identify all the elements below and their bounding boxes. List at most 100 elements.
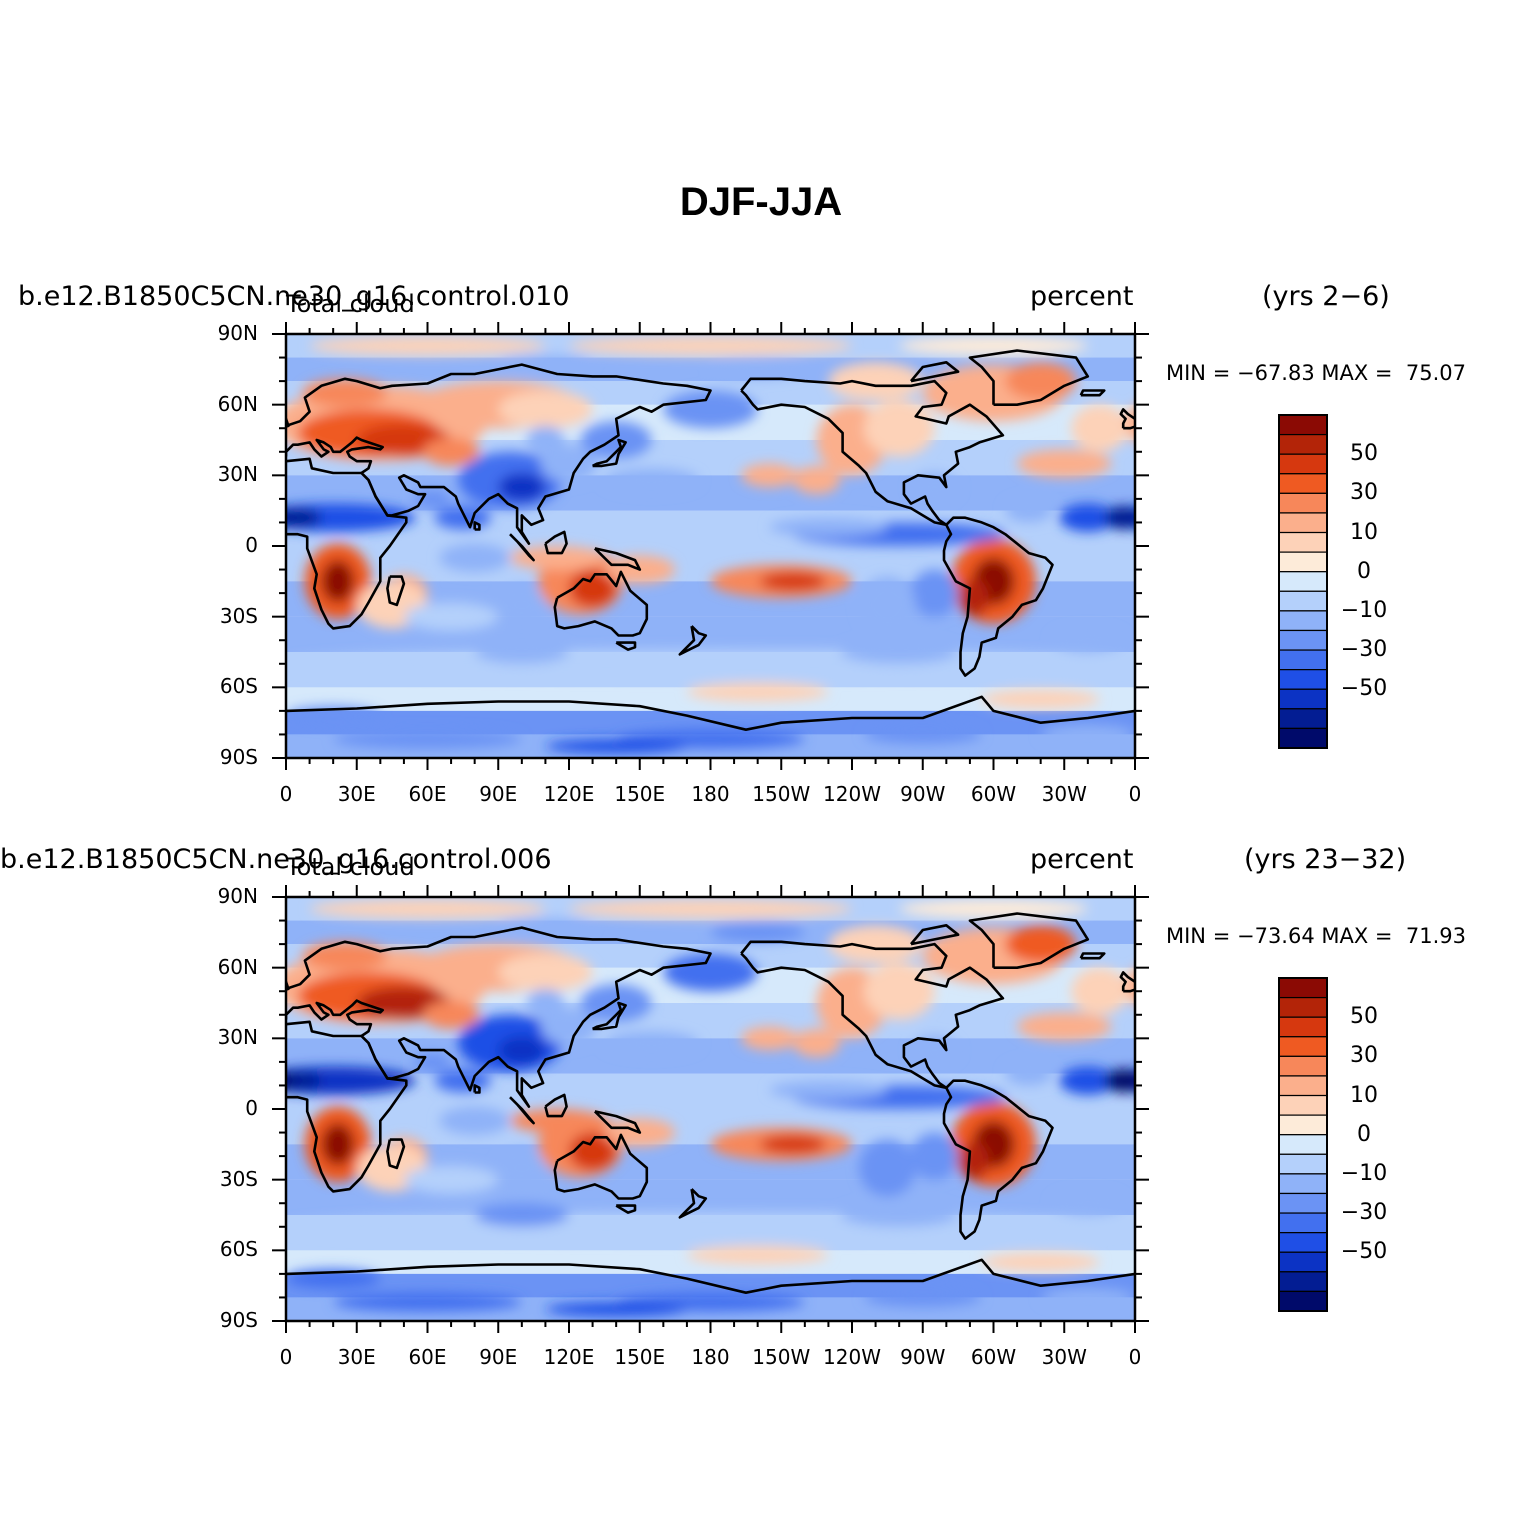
coastline [593, 1110, 642, 1134]
coastline [286, 363, 712, 545]
lon-label: 120W [823, 782, 881, 806]
contour-region [1052, 628, 1124, 652]
contour-region [309, 336, 546, 356]
coastline [593, 547, 642, 571]
contour-region [434, 1068, 492, 1093]
colorbar-box [1278, 1153, 1328, 1175]
colorbar-box [1278, 1192, 1328, 1214]
contour-region [321, 560, 355, 603]
contour-region [863, 1288, 982, 1307]
colorbar-box [1278, 1016, 1328, 1038]
colorbar-label: −10 [1340, 597, 1388, 623]
min-max-label: MIN = −67.83 MAX = 75.07 [1166, 361, 1467, 385]
colorbar-box [1278, 1075, 1328, 1097]
contour-region [1059, 1066, 1117, 1095]
contour-region [686, 1245, 829, 1265]
contour-region [286, 1212, 1135, 1241]
tick-marks [272, 885, 1149, 1333]
lon-label: 120E [543, 1345, 595, 1369]
contour-region [1052, 1191, 1124, 1215]
contour-region [286, 1066, 416, 1095]
coastline [615, 641, 637, 651]
contour-region [1005, 1061, 1053, 1086]
contour-region [569, 899, 852, 919]
contour-region [604, 468, 699, 492]
colorbar-box [1278, 1212, 1328, 1234]
colorbar-label: 30 [1350, 480, 1378, 506]
contour-region [910, 569, 959, 617]
lon-label: 0 [279, 782, 293, 806]
figure-title: DJF-JJA [679, 180, 843, 224]
colorbar-box [1278, 1251, 1328, 1273]
coastline [592, 438, 627, 468]
lon-label: 60W [970, 782, 1017, 806]
coastline [968, 349, 1090, 406]
colorbar-box [1278, 977, 1328, 999]
contour-region [498, 953, 593, 992]
contour-region [741, 463, 798, 488]
contour-region [286, 508, 294, 527]
lat-label: 60S [219, 674, 258, 699]
colorbar-box [1278, 1114, 1328, 1136]
case-title: b.e12.B1850C5CN.ne30_g16.control.006 [0, 844, 552, 875]
coastline [386, 1138, 406, 1170]
lat-label: 60N [217, 391, 258, 416]
lon-label: 30E [337, 1345, 376, 1369]
contour-region [434, 505, 492, 530]
colorbar-box [1278, 433, 1328, 455]
contour-region [526, 425, 565, 455]
contour-region [769, 1080, 888, 1100]
lat-label: 60N [217, 954, 258, 979]
contour-region [828, 925, 923, 963]
contour-region [1005, 362, 1077, 400]
lat-label: 90S [219, 745, 258, 769]
lon-label: 150E [614, 1345, 666, 1369]
map-plot [272, 322, 1328, 770]
contour-region [321, 1123, 355, 1166]
contour-region [910, 1132, 959, 1180]
lon-label: 180 [691, 1345, 730, 1369]
contour-region [439, 1106, 511, 1135]
contour-region [439, 543, 511, 572]
lat-label: 0 [245, 1096, 258, 1120]
contour-region [286, 508, 322, 528]
contour-region [302, 941, 388, 971]
coastline [553, 1133, 649, 1200]
coastline [286, 1020, 408, 1193]
contour-region [1059, 503, 1117, 532]
contour-region [828, 362, 923, 400]
map-plot [272, 885, 1328, 1333]
coastline [910, 361, 960, 383]
contour-region [1040, 1288, 1135, 1307]
contour-region [1071, 404, 1128, 452]
coastline [286, 695, 1135, 731]
lon-label: 90E [479, 1345, 518, 1369]
lat-label: 30S [219, 603, 258, 628]
lon-label: 120W [823, 1345, 881, 1369]
contour-region [604, 1031, 699, 1055]
contour-region [863, 962, 935, 1020]
lon-label: 150E [614, 782, 666, 806]
contour-region [510, 546, 605, 570]
coastline [615, 1204, 637, 1214]
colorbar-label: 0 [1357, 1121, 1371, 1147]
contour-region [498, 390, 593, 429]
contour-region [286, 1071, 322, 1091]
coastline [678, 1188, 708, 1219]
years-label: (yrs 2−6) [1262, 281, 1390, 312]
zonal-band [286, 357, 1135, 382]
coastline [592, 1001, 627, 1031]
contour-region [840, 1203, 959, 1227]
contour-region [333, 729, 522, 749]
lon-label: 60E [408, 1345, 447, 1369]
contour-region [540, 444, 598, 483]
contour-region [569, 1132, 617, 1171]
contour-region [1040, 725, 1135, 744]
colorbar-box [1278, 512, 1328, 534]
contour-region [663, 953, 758, 992]
contour-region [859, 1139, 916, 1197]
contour-region [1104, 505, 1135, 530]
lon-label: 0 [1128, 1345, 1142, 1369]
colorbar-frame [1278, 414, 1328, 749]
coastline [1079, 952, 1106, 960]
